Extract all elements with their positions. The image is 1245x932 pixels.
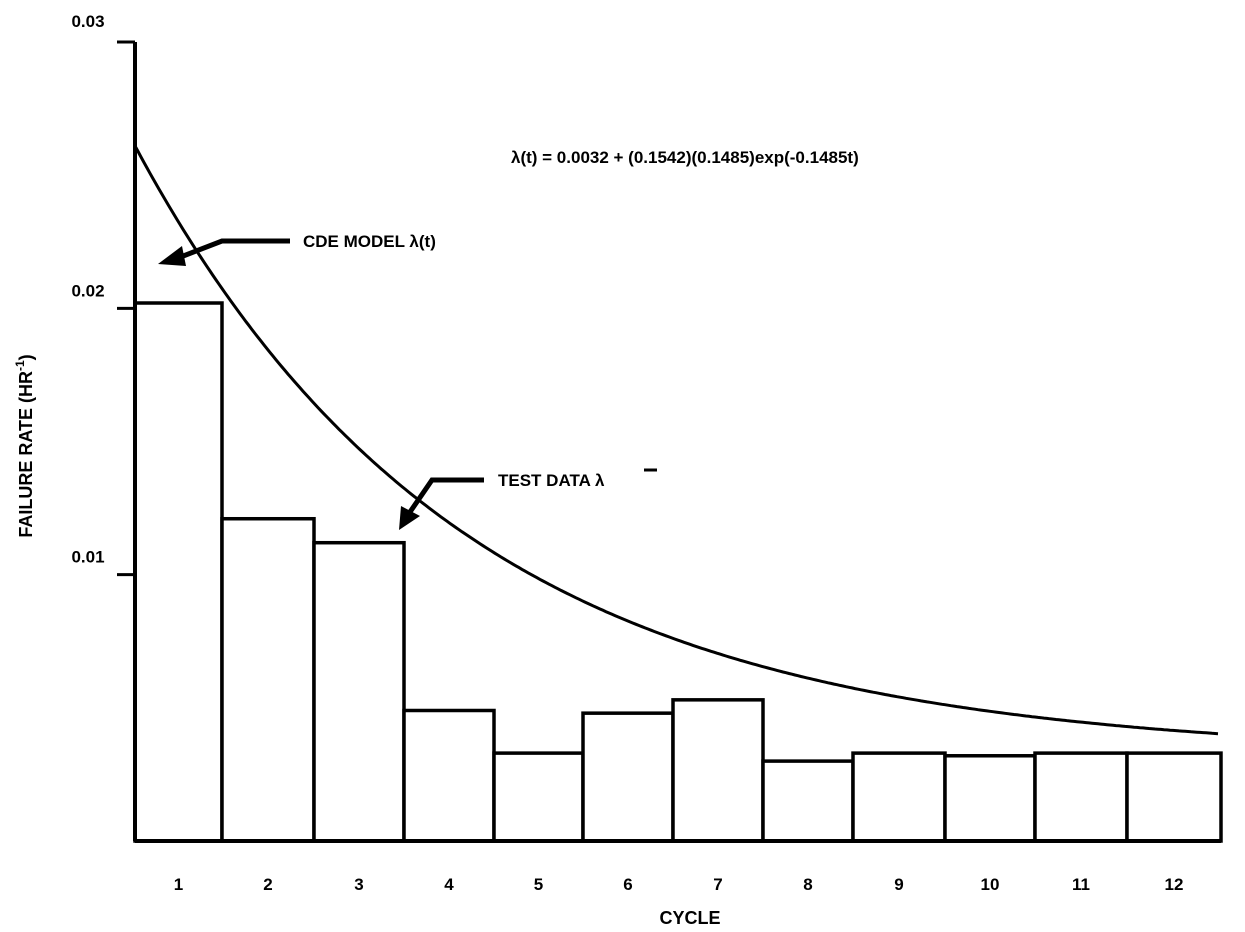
model-equation: λ(t) = 0.0032 + (0.1542)(0.1485)exp(-0.1… <box>511 148 859 167</box>
y-tick-label-1: 0.02 <box>71 281 104 300</box>
bar-4 <box>402 708 496 843</box>
bar-8 <box>761 759 855 843</box>
x-tick-label-2: 2 <box>263 875 272 894</box>
test-data-callout: TEST DATA λ <box>399 468 657 530</box>
bar-12 <box>1125 751 1223 843</box>
bars <box>133 301 1223 843</box>
bar-9 <box>851 751 947 843</box>
x-tick-label-5: 5 <box>534 875 543 894</box>
test-data-arrowhead-icon <box>399 506 420 530</box>
x-tick-label-10: 10 <box>981 875 1000 894</box>
y-tick-label-0: 0.03 <box>71 12 104 31</box>
test-data-label-text: TEST DATA <box>498 471 591 490</box>
x-tick-label-12: 12 <box>1165 875 1184 894</box>
bar-5 <box>492 751 585 843</box>
test-data-symbol: λ <box>595 471 605 490</box>
y-axis-title: FAILURE RATE (HR-1) <box>13 354 36 537</box>
bar-2 <box>220 516 316 843</box>
y-axis-title-superscript: -1 <box>13 360 27 371</box>
x-tick-label-9: 9 <box>894 875 903 894</box>
y-tick-label-2: 0.01 <box>71 548 104 567</box>
bar-7 <box>671 698 765 843</box>
model-callout: CDE MODEL λ(t) <box>158 232 436 266</box>
x-tick-label-3: 3 <box>354 875 363 894</box>
x-tick-labels: 1 2 3 4 5 6 7 8 9 10 11 12 <box>174 875 1184 894</box>
model-arrowhead-icon <box>158 246 186 266</box>
x-tick-label-4: 4 <box>444 875 454 894</box>
y-axis-title-close: ) <box>16 354 36 360</box>
y-axis-title-text: FAILURE RATE (HR <box>16 371 36 538</box>
x-tick-label-6: 6 <box>623 875 632 894</box>
x-tick-label-8: 8 <box>803 875 812 894</box>
x-axis-title: CYCLE <box>659 908 720 928</box>
test-data-label: TEST DATA λ <box>498 471 605 490</box>
model-arrow-icon <box>177 238 290 261</box>
x-tick-label-11: 11 <box>1072 875 1090 894</box>
y-ticks: 0.03 0.02 0.01 <box>71 12 135 577</box>
bar-11 <box>1033 751 1129 843</box>
model-curve-line <box>133 145 1219 736</box>
bar-1 <box>133 301 224 843</box>
x-tick-label-7: 7 <box>713 875 722 894</box>
x-tick-label-1: 1 <box>174 875 183 894</box>
test-data-arrow-icon <box>407 477 484 514</box>
bar-3 <box>312 540 406 843</box>
bar-10 <box>943 754 1037 843</box>
bar-6 <box>581 711 675 843</box>
model-label: CDE MODEL λ(t) <box>303 232 436 251</box>
